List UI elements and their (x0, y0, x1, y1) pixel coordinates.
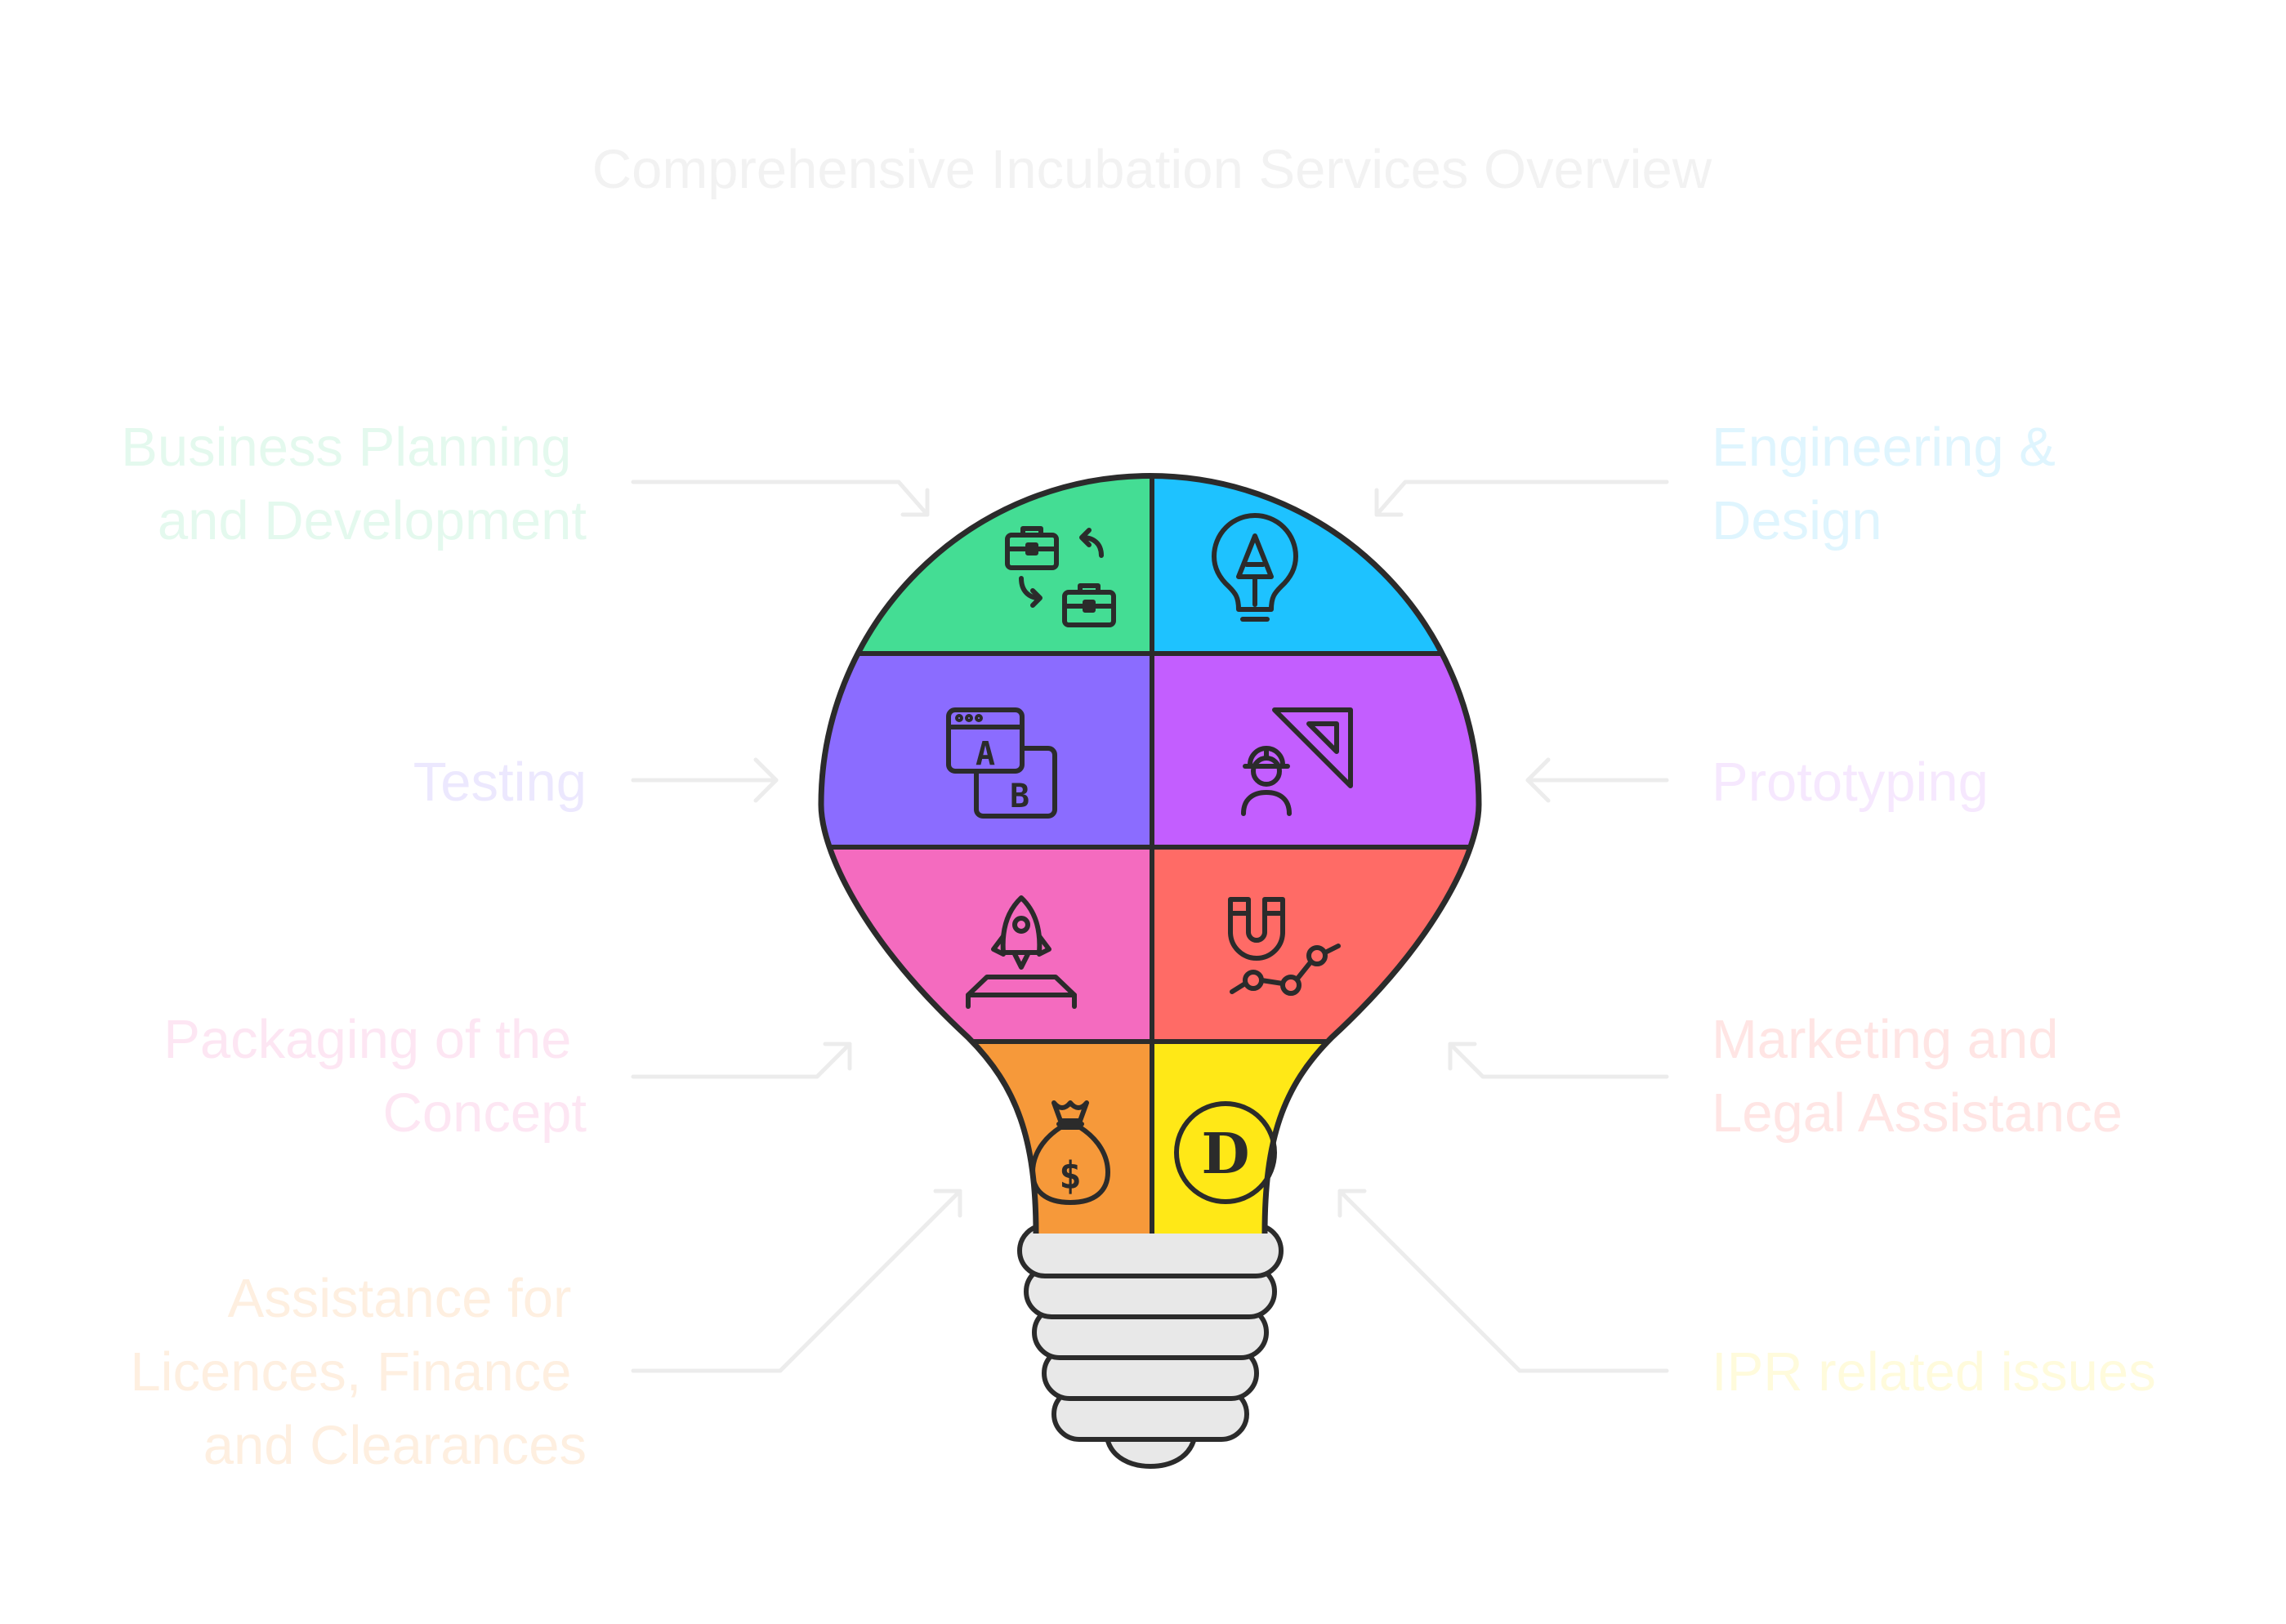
label-engineering-line-2: Design (1712, 490, 1882, 551)
engineer-set-square-icon (1241, 707, 1353, 816)
label-marketing: Marketing and Legal Assistance (1712, 1009, 2123, 1144)
ab-test-letter-a: A (976, 735, 995, 773)
arrow-ipr (1337, 1189, 1669, 1373)
label-business-line-1: Business Planning (121, 417, 571, 478)
label-marketing-line-1: Marketing and (1712, 1009, 2059, 1070)
label-packaging-line-2: Concept (382, 1082, 587, 1144)
label-licences-line-2: Licences, Finance (130, 1341, 571, 1403)
arrow-business (631, 480, 930, 517)
label-marketing-line-2: Legal Assistance (1712, 1082, 2123, 1144)
label-business: Business Planning and Development (121, 417, 587, 551)
label-ipr-line-1: IPR related issues (1712, 1341, 2156, 1403)
label-business-line-2: and Development (158, 490, 587, 551)
label-engineering-line-1: Engineering & (1712, 417, 2056, 478)
segment-prototyping[interactable] (1152, 654, 1569, 847)
arrow-packaging (631, 1042, 852, 1079)
label-licences-line-1: Assistance for (228, 1268, 572, 1329)
d-coin-letter: D (1202, 1122, 1250, 1187)
label-licences-line-3: and Clearances (203, 1415, 587, 1476)
label-prototyping: Prototyping (1712, 752, 1989, 813)
money-bag-dollar: $ (1059, 1153, 1082, 1198)
label-licences: Assistance for Licences, Finance and Cle… (130, 1268, 587, 1476)
label-packaging-line-1: Packaging of the (163, 1009, 571, 1070)
ab-test-icon (946, 707, 1057, 819)
rocket-launch-icon (966, 895, 1077, 1009)
d-coin-icon (1174, 1101, 1277, 1204)
label-testing: Testing (413, 752, 587, 813)
label-engineering: Engineering & Design (1712, 417, 2071, 551)
arrow-testing (631, 757, 779, 803)
arrow-prototyping (1525, 757, 1669, 803)
ab-test-letter-b: B (1010, 778, 1029, 815)
pencil-lightbulb-icon (1212, 513, 1298, 622)
briefcase-swap-icon (1005, 526, 1116, 627)
label-prototyping-line-1: Prototyping (1712, 752, 1989, 813)
diagram-title: Comprehensive Incubation Services Overvi… (592, 139, 1712, 200)
label-testing-line-1: Testing (413, 752, 587, 813)
bulb-base (1017, 1223, 1284, 1469)
arrow-licences (631, 1189, 962, 1373)
money-bag-icon (1030, 1100, 1110, 1205)
arrow-marketing (1448, 1042, 1669, 1079)
label-packaging: Packaging of the Concept (163, 1009, 587, 1144)
segment-testing[interactable] (735, 654, 1152, 847)
label-ipr: IPR related issues (1712, 1341, 2156, 1403)
magnet-growth-icon (1228, 897, 1341, 996)
bulb-outline (818, 473, 1482, 1234)
bulb-segments (735, 475, 1569, 1234)
arrow-engineering (1374, 480, 1669, 517)
